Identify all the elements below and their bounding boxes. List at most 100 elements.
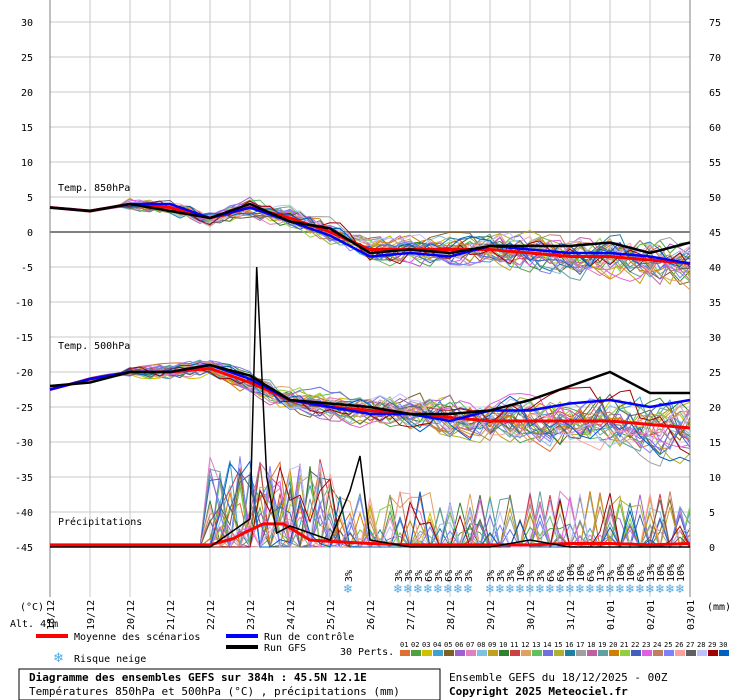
- perts-legend-number: 30: [719, 641, 727, 649]
- perts-legend-swatch: [642, 650, 652, 656]
- x-tick-label: 19/12: [86, 600, 97, 630]
- y-tick-label-left: -40: [15, 508, 33, 519]
- y-tick-label-right: 50: [709, 193, 721, 204]
- perts-legend-number: 11: [510, 641, 518, 649]
- footer-title: Diagramme des ensembles GEFS sur 384h : …: [29, 671, 367, 684]
- footer-copyright: Copyright 2025 Meteociel.fr: [449, 685, 628, 698]
- snow-flake-icon: ❄: [413, 582, 423, 596]
- y-tick-label-right: 40: [709, 263, 721, 274]
- snow-risk-row: 3%❄3%❄3%❄3%❄6%❄3%❄6%❄3%❄3%❄3%❄3%❄3%❄10%❄…: [343, 564, 687, 596]
- perts-legend-number: 28: [697, 641, 705, 649]
- y-tick-label-left: -15: [15, 333, 33, 344]
- snow-flake-icon: ❄: [463, 582, 473, 596]
- snow-flake-icon: ❄: [575, 582, 585, 596]
- perts-legend-swatch: [697, 650, 707, 656]
- y-tick-label-left: 20: [21, 88, 33, 99]
- y-tick-label-right: 15: [709, 438, 721, 449]
- x-tick-label: 18/12: [46, 600, 57, 630]
- perts-legend-swatch: [653, 650, 663, 656]
- x-tick-label: 25/12: [326, 600, 337, 630]
- perts-legend-number: 14: [543, 641, 551, 649]
- legend-gfs-label: Run GFS: [264, 643, 306, 654]
- altitude-label: Alt. 41m: [10, 619, 58, 630]
- perts-legend-number: 04: [433, 641, 441, 649]
- snow-risk-label: 3%: [464, 570, 475, 582]
- snow-flake-icon: ❄: [675, 582, 685, 596]
- x-tick-label: 31/12: [566, 600, 577, 630]
- snow-flake-icon: ❄: [453, 582, 463, 596]
- series-line: [49, 363, 690, 416]
- y-tick-label-left: -10: [15, 298, 33, 309]
- perts-legend-swatch: [554, 650, 564, 656]
- perts-legend-number: 26: [675, 641, 683, 649]
- snow-flake-icon: ❄: [555, 582, 565, 596]
- snow-risk-label: 6%: [444, 570, 455, 582]
- snow-risk-label: 10%: [616, 564, 627, 582]
- snow-risk-label: 10%: [626, 564, 637, 582]
- snow-risk-label: 3%: [606, 570, 617, 582]
- perts-legend-number: 18: [587, 641, 595, 649]
- y-tick-label-left: -35: [15, 473, 33, 484]
- legend-perts-label: 30 Perts.: [340, 647, 394, 658]
- x-tick-label: 03/01: [686, 600, 697, 630]
- x-tick-label: 02/01: [646, 600, 657, 630]
- x-tick-label: 20/12: [126, 600, 137, 630]
- perts-legend-number: 25: [664, 641, 672, 649]
- pert-line: [49, 364, 691, 447]
- pert-line: [49, 366, 691, 455]
- perts-legend-number: 23: [642, 641, 650, 649]
- perts-legend-number: 29: [708, 641, 716, 649]
- perts-legend-swatch: [675, 650, 685, 656]
- unit-right: (mm): [707, 602, 731, 613]
- perts-legend-swatch: [620, 650, 630, 656]
- snow-flake-icon: ❄: [343, 582, 353, 596]
- snow-risk-label: 13%: [596, 564, 607, 582]
- perts-legend-swatch: [510, 650, 520, 656]
- snow-flake-icon: ❄: [595, 582, 605, 596]
- y-tick-label-left: -25: [15, 403, 33, 414]
- y-tick-label-right: 55: [709, 158, 721, 169]
- perts-legend-swatch: [411, 650, 421, 656]
- perts-legend-swatch: [499, 650, 509, 656]
- snow-flake-icon: ❄: [605, 582, 615, 596]
- snow-flake-icon: ❄: [495, 582, 505, 596]
- annotation-precip: Précipitations: [58, 516, 142, 528]
- x-tick-label: 27/12: [406, 600, 417, 630]
- perts-legend-number: 17: [576, 641, 584, 649]
- perts-legend-swatch: [587, 650, 597, 656]
- perts-legend-swatch: [598, 650, 608, 656]
- snow-flake-icon: ❄: [525, 582, 535, 596]
- series-line: [49, 202, 691, 255]
- perts-legend-swatch: [433, 650, 443, 656]
- snow-flake-icon: ❄: [393, 582, 403, 596]
- perts-legend: 01 02 03 04 05 06 07 08 09 10 11 12 13 14 15 16 17 18 19 20…: [400, 641, 729, 656]
- perts-legend-number: 02: [411, 641, 419, 649]
- y-tick-label-right: 25: [709, 368, 721, 379]
- x-tick-label: 26/12: [366, 600, 377, 630]
- legend-mean-label: Moyenne des scénarios: [74, 631, 200, 643]
- snow-flake-icon: ❄: [615, 582, 625, 596]
- snow-risk-label: 3%: [536, 570, 547, 582]
- pert-line: [49, 200, 691, 268]
- snow-risk-label: 3%: [486, 570, 497, 582]
- x-tick-label: 01/01: [606, 600, 617, 630]
- x-tick-label: 29/12: [486, 600, 497, 630]
- snow-flake-icon: ❄: [665, 582, 675, 596]
- snow-risk-label: 13%: [646, 564, 657, 582]
- pert-line: [49, 362, 691, 448]
- series-line: [49, 202, 691, 265]
- y-tick-label-left: 15: [21, 123, 33, 134]
- perts-legend-number: 06: [455, 641, 463, 649]
- snow-flake-icon: ❄: [645, 582, 655, 596]
- perts-legend-number: 07: [466, 641, 474, 649]
- snow-flake-icon: ❄: [423, 582, 433, 596]
- snow-risk-label: 3%: [454, 570, 465, 582]
- snow-risk-label: 6%: [586, 570, 597, 582]
- x-tick-label: 28/12: [446, 600, 457, 630]
- series-line: [50, 522, 691, 547]
- y-tick-label-right: 60: [709, 123, 721, 134]
- snow-risk-label: 3%: [404, 570, 415, 582]
- y-tick-label-right: 45: [709, 228, 721, 239]
